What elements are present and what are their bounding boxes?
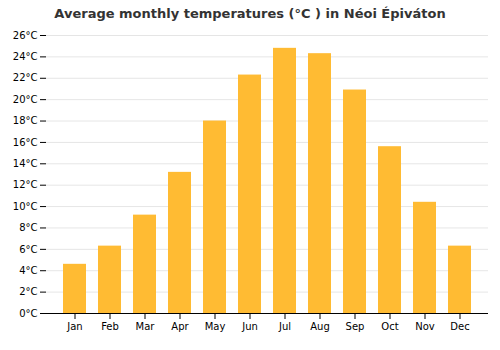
html-text:Average monthly temperatures (: Average monthly temperatures (°C ) in Né…: [54, 6, 446, 21]
svg-text:12°C: 12°C: [13, 179, 38, 190]
svg-text:Aug: Aug: [310, 321, 330, 332]
svg-text:0°C: 0°C: [19, 308, 37, 319]
svg-text:Oct: Oct: [381, 321, 398, 332]
svg-text:24°C: 24°C: [13, 51, 38, 62]
svg-text:6°C: 6°C: [19, 244, 37, 255]
svg-text:May: May: [205, 321, 226, 332]
svg-text:Jan: Jan: [66, 321, 82, 332]
svg-text:Dec: Dec: [450, 321, 469, 332]
svg-text:20°C: 20°C: [13, 94, 38, 105]
svg-text:18°C: 18°C: [13, 115, 38, 126]
svg-text:2°C: 2°C: [19, 286, 37, 297]
svg-text:Nov: Nov: [415, 321, 435, 332]
svg-text:Apr: Apr: [171, 321, 189, 332]
svg-text:16°C: 16°C: [13, 137, 38, 148]
svg-text:8°C: 8°C: [19, 222, 37, 233]
svg-text:Feb: Feb: [101, 321, 119, 332]
svg-text:10°C: 10°C: [13, 201, 38, 212]
svg-text:Jul: Jul: [278, 321, 291, 332]
svg-text:Jun: Jun: [241, 321, 258, 332]
svg-text:Mar: Mar: [136, 321, 156, 332]
svg-text:4°C: 4°C: [19, 265, 37, 276]
svg-text:Sep: Sep: [346, 321, 365, 332]
svg-text:14°C: 14°C: [13, 158, 38, 169]
svg-text:26°C: 26°C: [13, 30, 38, 41]
svg-text:22°C: 22°C: [13, 72, 38, 83]
